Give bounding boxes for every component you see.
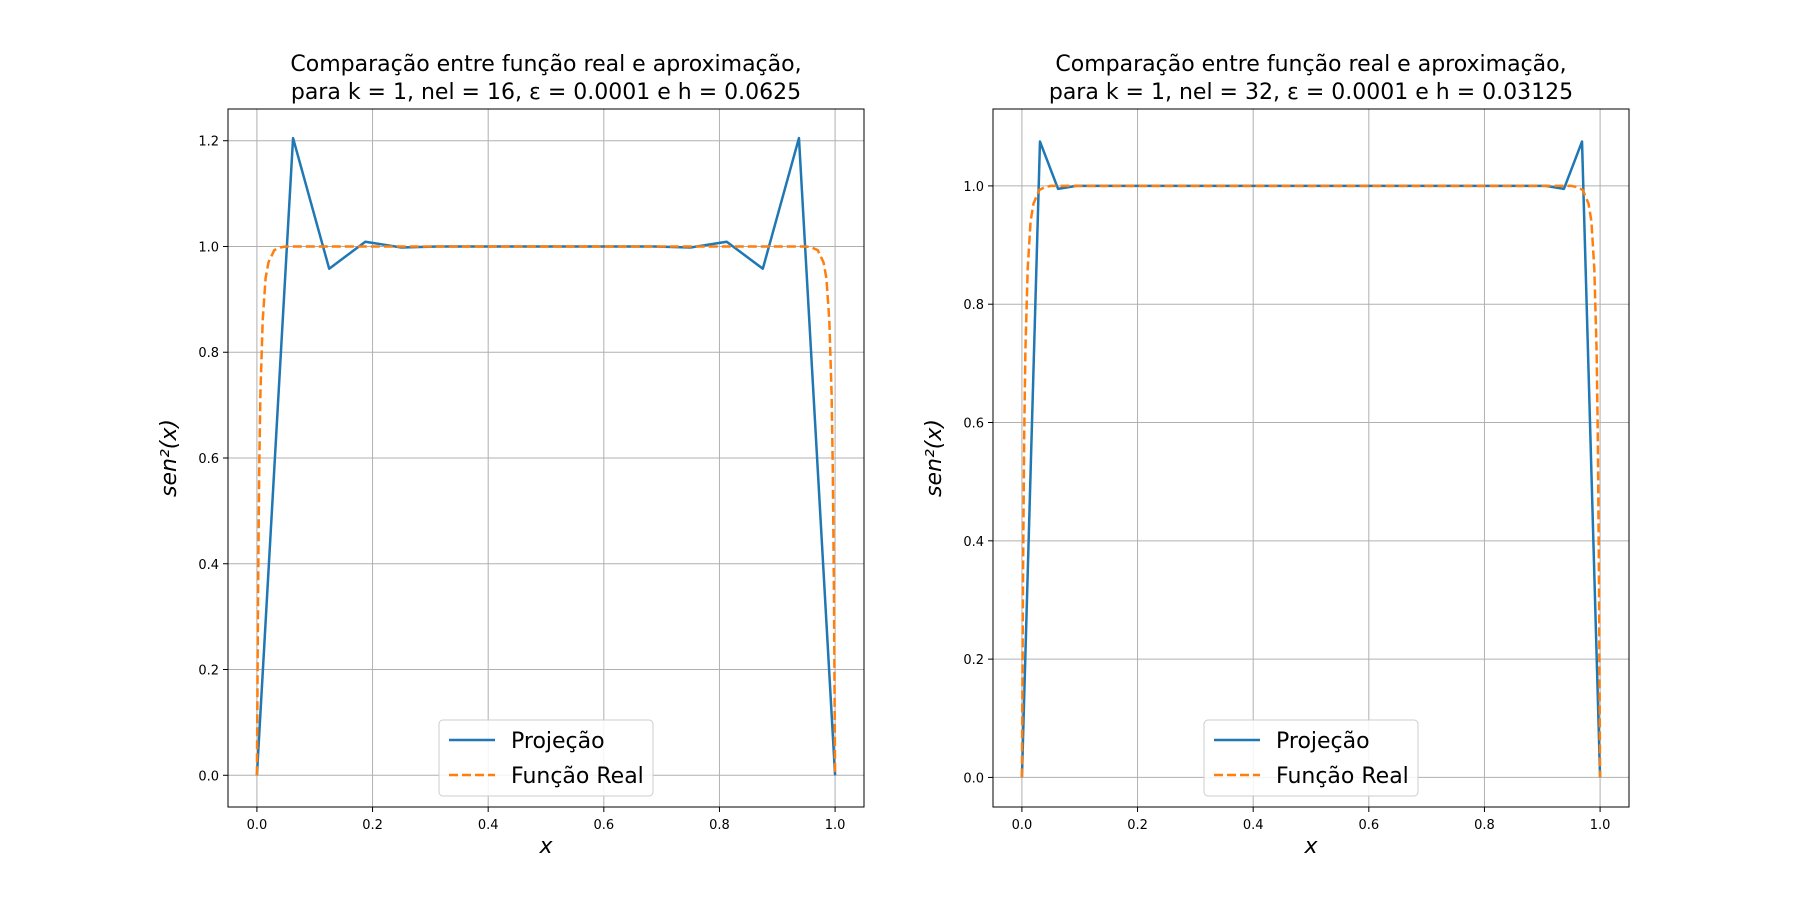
legend-label-funcao-real: Função Real [1276, 764, 1409, 789]
grid [993, 109, 1629, 807]
y-tick-label: 1.0 [198, 240, 219, 255]
legend: Projeção Função Real [438, 719, 654, 797]
chart-title-line-2: para k = 1, nel = 32, ε = 0.0001 e h = 0… [1049, 80, 1573, 105]
x-tick-label: 0.8 [709, 818, 730, 833]
legend-label-projecao: Projeção [511, 729, 605, 754]
y-tick-label: 0.0 [963, 771, 984, 786]
y-tick-label: 0.8 [963, 298, 984, 313]
x-tick-label: 1.0 [1590, 818, 1611, 833]
legend-label-funcao-real: Função Real [511, 764, 644, 789]
series-line-projecao [1020, 140, 1602, 778]
chart-title-line-1: Comparação entre função real e aproximaç… [290, 52, 801, 77]
x-axis-label: x [538, 834, 553, 859]
chart-title-line-1: Comparação entre função real e aproximaç… [1055, 52, 1566, 77]
x-tick-label: 0.8 [1474, 818, 1495, 833]
legend: Projeção Função Real [1203, 719, 1419, 797]
legend-label-projecao: Projeção [1276, 729, 1370, 754]
x-tick-label: 0.6 [1358, 818, 1379, 833]
x-tick-label: 0.0 [247, 818, 268, 833]
y-tick-label: 0.0 [198, 769, 219, 784]
y-tick-label: 0.8 [198, 346, 219, 361]
series-line-funcao-real [255, 245, 837, 776]
x-tick-label: 1.0 [825, 818, 846, 833]
y-tick-label: 1.2 [198, 135, 219, 150]
chart-panel-2: 0.0 0.2 0.4 0.6 0.8 1.0 0.0 0.2 0.4 0.6 0.8 1.0 Comp… [922, 52, 1630, 859]
x-tick-label: 0.4 [478, 818, 499, 833]
x-tick-label: 0.2 [362, 818, 383, 833]
series-line-projecao [255, 136, 837, 776]
grid [228, 109, 864, 807]
series-line-funcao-real [1020, 184, 1602, 778]
y-axis-label: sen²(x) [922, 419, 947, 497]
chart-title-line-2: para k = 1, nel = 16, ε = 0.0001 e h = 0… [291, 80, 801, 105]
y-tick-label: 1.0 [963, 180, 984, 195]
x-axis-label: x [1303, 834, 1318, 859]
x-tick-label: 0.4 [1243, 818, 1264, 833]
x-tick-label: 0.6 [593, 818, 614, 833]
x-tick-label: 0.2 [1127, 818, 1148, 833]
series-group [255, 136, 837, 776]
y-tick-label: 0.4 [198, 558, 219, 573]
y-tick-label: 0.2 [198, 664, 219, 679]
series-group [1020, 140, 1602, 778]
axes-frame [992, 108, 1630, 808]
y-axis-label: sen²(x) [157, 419, 182, 497]
y-tick-label: 0.2 [963, 653, 984, 668]
y-tick-label: 0.6 [198, 452, 219, 467]
y-tick-label: 0.6 [963, 417, 984, 432]
chart-panel-1: 0.0 0.2 0.4 0.6 0.8 1.0 0.0 0.2 0.4 0.6 0.8 1.0 1.2 C… [157, 52, 865, 859]
y-tick-label: 0.4 [963, 535, 984, 550]
x-tick-label: 0.0 [1012, 818, 1033, 833]
